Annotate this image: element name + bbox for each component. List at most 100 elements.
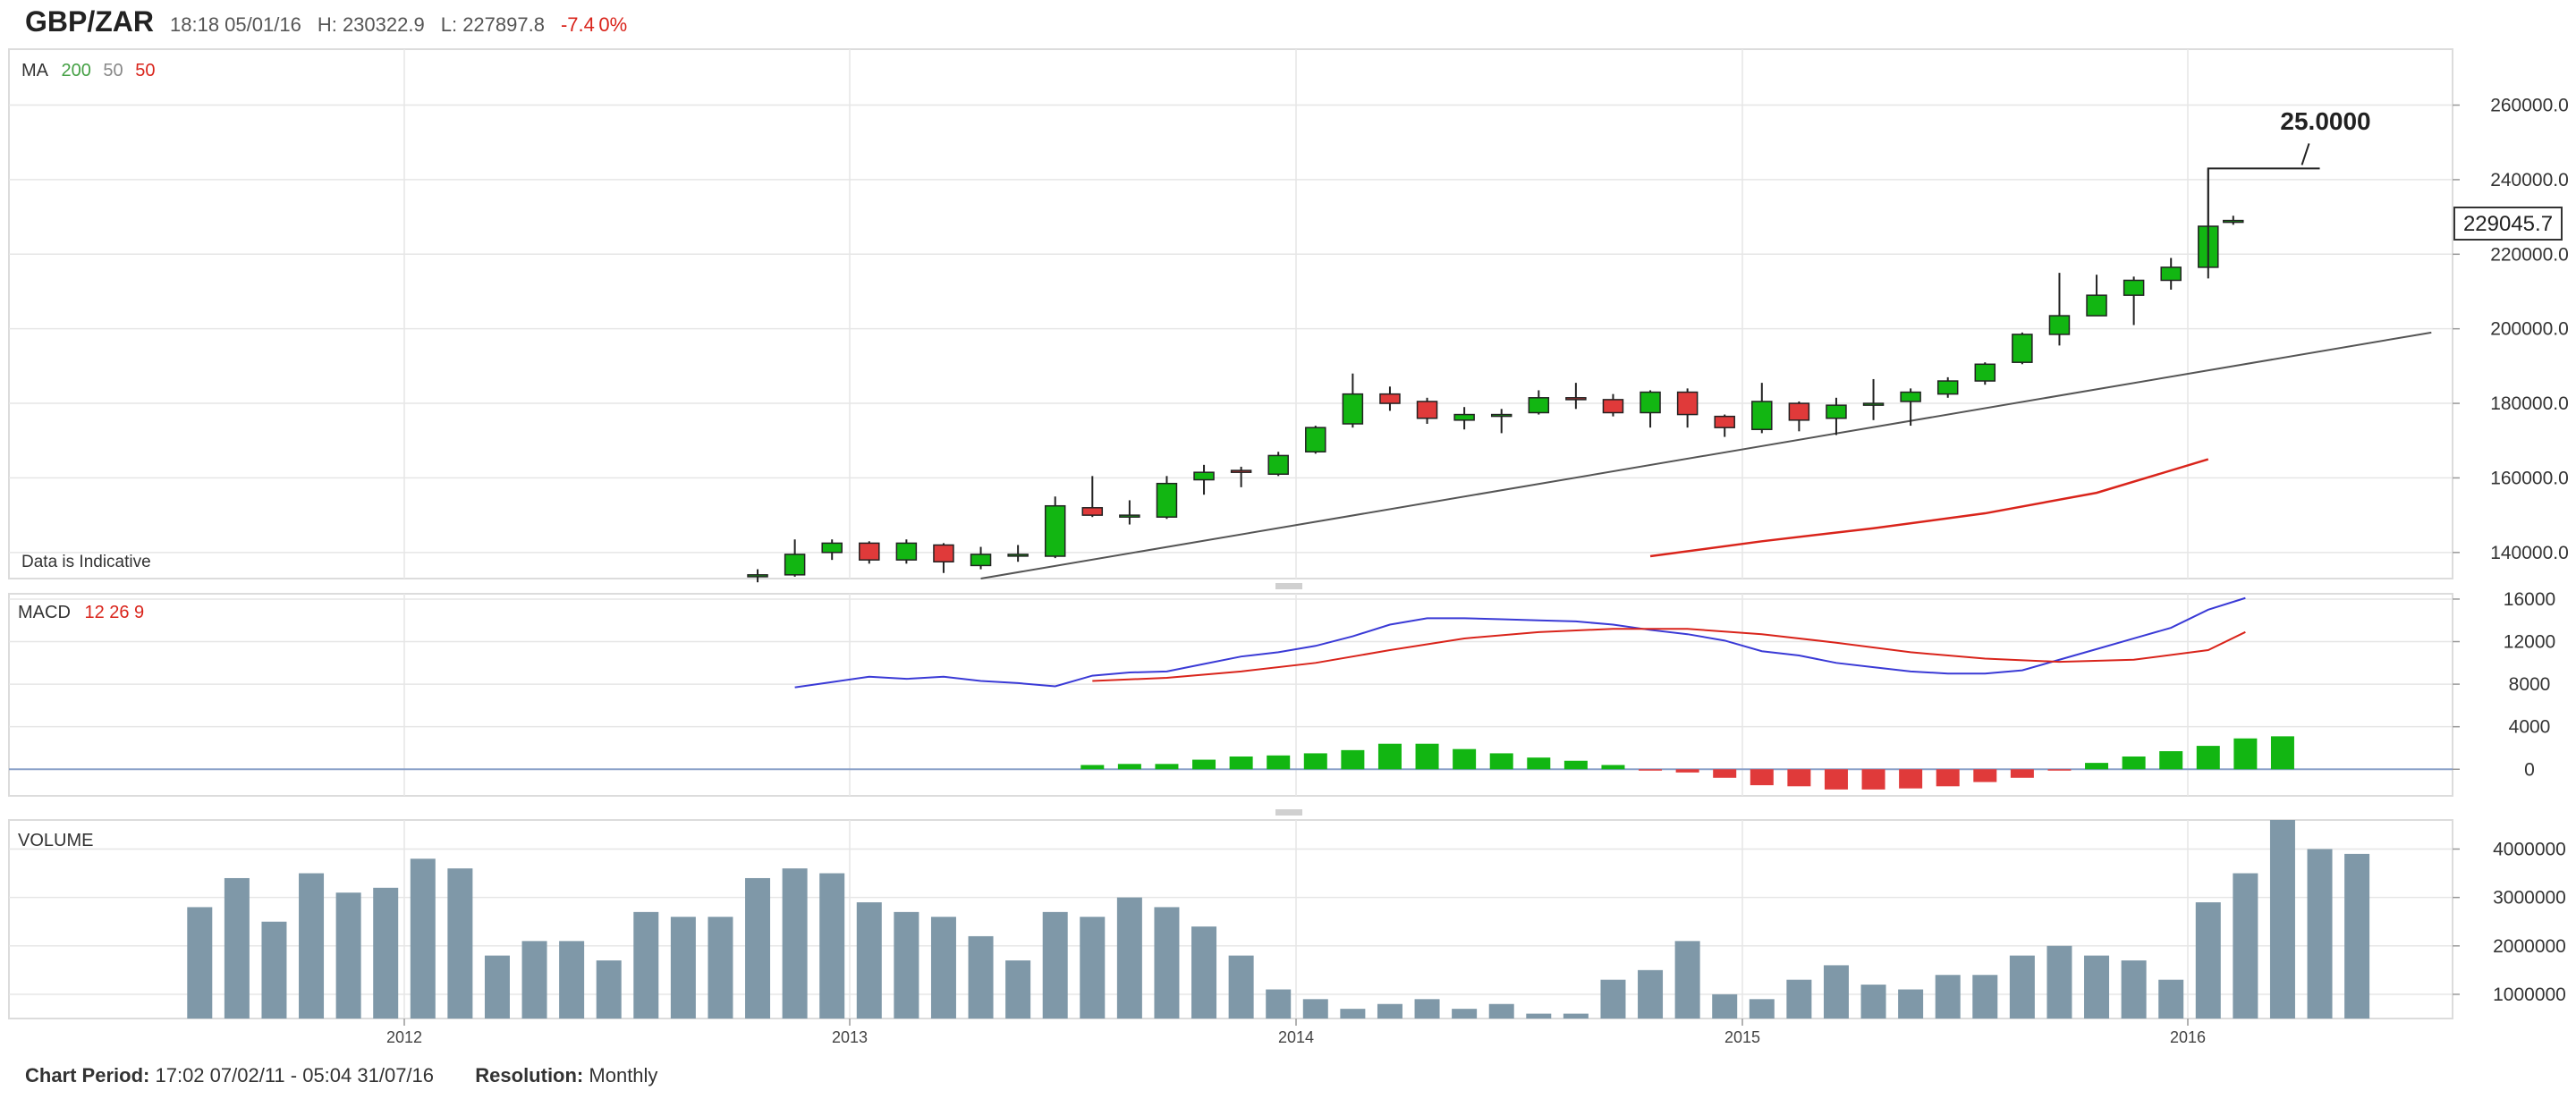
volume-axis-label: 4000000 — [2493, 839, 2566, 859]
candle-body — [1490, 413, 1513, 418]
candle-body — [821, 542, 843, 554]
period-label: Chart Period: — [25, 1064, 150, 1086]
candle-body — [2048, 315, 2071, 335]
x-axis-label: 2012 — [386, 1028, 422, 1046]
candle-body — [784, 554, 806, 576]
macd-histogram-bar — [2233, 738, 2258, 770]
volume-bar — [1266, 989, 1292, 1019]
macd-params: 12 26 9 — [84, 603, 144, 622]
macd-axis-label: 0 — [2524, 759, 2535, 780]
volume-bar — [1526, 1013, 1552, 1019]
low-label: L: — [440, 13, 458, 36]
candle-body — [2160, 266, 2182, 282]
candle-body — [1974, 363, 1996, 382]
volume-bar — [1563, 1013, 1589, 1019]
volume-bar — [2233, 873, 2258, 1019]
panel-resize-handle[interactable] — [1275, 809, 1302, 816]
candle-body — [1714, 415, 1735, 428]
resolution-label: Resolution: — [475, 1064, 584, 1086]
candle-body — [1676, 391, 1699, 416]
volume-bar — [373, 887, 399, 1019]
candle-body — [933, 544, 954, 562]
volume-bar — [708, 917, 733, 1019]
change-percent: 0% — [598, 13, 628, 36]
macd-histogram-bar — [1936, 769, 1960, 787]
macd-histogram-bar — [1192, 759, 1216, 770]
candle-body — [1119, 514, 1140, 518]
macd-histogram-bar — [1377, 743, 1402, 770]
volume-bar — [1935, 975, 1961, 1019]
candle-body — [1640, 391, 1661, 414]
macd-histogram-bar — [1639, 769, 1663, 771]
macd-histogram-bar — [1713, 769, 1737, 778]
volume-bar — [1786, 979, 1812, 1019]
macd-histogram-bar — [2270, 736, 2294, 770]
quote-time: 18:18 05/01/16 — [170, 13, 301, 36]
macd-histogram-bar — [1527, 757, 1551, 770]
volume-bar — [1116, 897, 1142, 1019]
candle-body — [1193, 471, 1215, 481]
volume-bar — [968, 935, 994, 1019]
macd-histogram-bar — [1861, 769, 1885, 790]
volume-bar — [1452, 1009, 1478, 1019]
price-axis-label: 200000.0 — [2490, 319, 2569, 340]
volume-bar — [187, 907, 213, 1019]
volume-bar — [299, 873, 325, 1019]
candle-body — [747, 574, 768, 578]
volume-bar — [1488, 1003, 1514, 1019]
volume-bar — [2009, 955, 2035, 1019]
volume-label: VOLUME — [18, 831, 93, 850]
high-label: H: — [317, 13, 337, 36]
ma-period-200: 200 — [61, 61, 90, 80]
volume-bar — [930, 917, 956, 1019]
candle-body — [1230, 469, 1252, 473]
macd-histogram-bar — [1155, 764, 1179, 770]
volume-bar — [1340, 1009, 1366, 1019]
annotation-pointer — [2301, 143, 2310, 165]
volume-bar — [410, 858, 436, 1019]
candle-body — [1081, 507, 1104, 516]
macd-label: MACD 12 26 9 — [18, 603, 144, 622]
candle-body — [2223, 219, 2244, 224]
chart-footer: Chart Period: 17:02 07/02/11 - 05:04 31/… — [25, 1064, 657, 1087]
current-price-box — [2453, 207, 2563, 241]
change-value: -7.4 — [560, 13, 595, 36]
volume-bar — [1823, 965, 1849, 1019]
volume-bar — [745, 877, 771, 1019]
volume-bar — [1600, 979, 1626, 1019]
macd-histogram-bar — [1973, 769, 1997, 782]
macd-histogram-bar — [1563, 760, 1588, 770]
volume-bar — [1154, 907, 1180, 1019]
volume-bar — [1674, 941, 1700, 1019]
macd-histogram-bar — [1341, 749, 1365, 770]
candle-body — [1862, 402, 1885, 406]
volume-bar — [1712, 993, 1738, 1019]
period-value: 17:02 07/02/11 - 05:04 31/07/16 — [155, 1064, 435, 1086]
candle-body — [1044, 504, 1066, 557]
candle-body — [895, 542, 918, 561]
macd-histogram-bar — [2196, 746, 2220, 770]
candle-body — [1007, 554, 1029, 557]
volume-axis-label: 3000000 — [2493, 888, 2566, 909]
volume-bar — [521, 941, 547, 1019]
macd-histogram-bar — [1117, 764, 1141, 770]
candle-body — [1602, 399, 1624, 414]
macd-histogram-bar — [2085, 763, 2109, 770]
volume-bar — [1080, 917, 1106, 1019]
macd-axis-label: 8000 — [2509, 674, 2551, 695]
candle-body — [1379, 393, 1401, 404]
resolution-value: Monthly — [589, 1064, 658, 1086]
candle-body — [1416, 401, 1438, 419]
macd-histogram-bar — [1303, 753, 1327, 770]
volume-bar — [596, 960, 622, 1019]
panel-resize-handle[interactable] — [1275, 583, 1302, 589]
volume-bar — [335, 892, 361, 1019]
volume-bar — [856, 902, 882, 1019]
volume-bar — [1191, 926, 1217, 1019]
volume-bar — [1860, 985, 1886, 1019]
macd-histogram-bar — [1453, 748, 1477, 770]
x-axis-label: 2015 — [1724, 1028, 1760, 1046]
volume-axis-label: 1000000 — [2493, 985, 2566, 1005]
price-axis-label: 260000.0 — [2490, 96, 2569, 116]
